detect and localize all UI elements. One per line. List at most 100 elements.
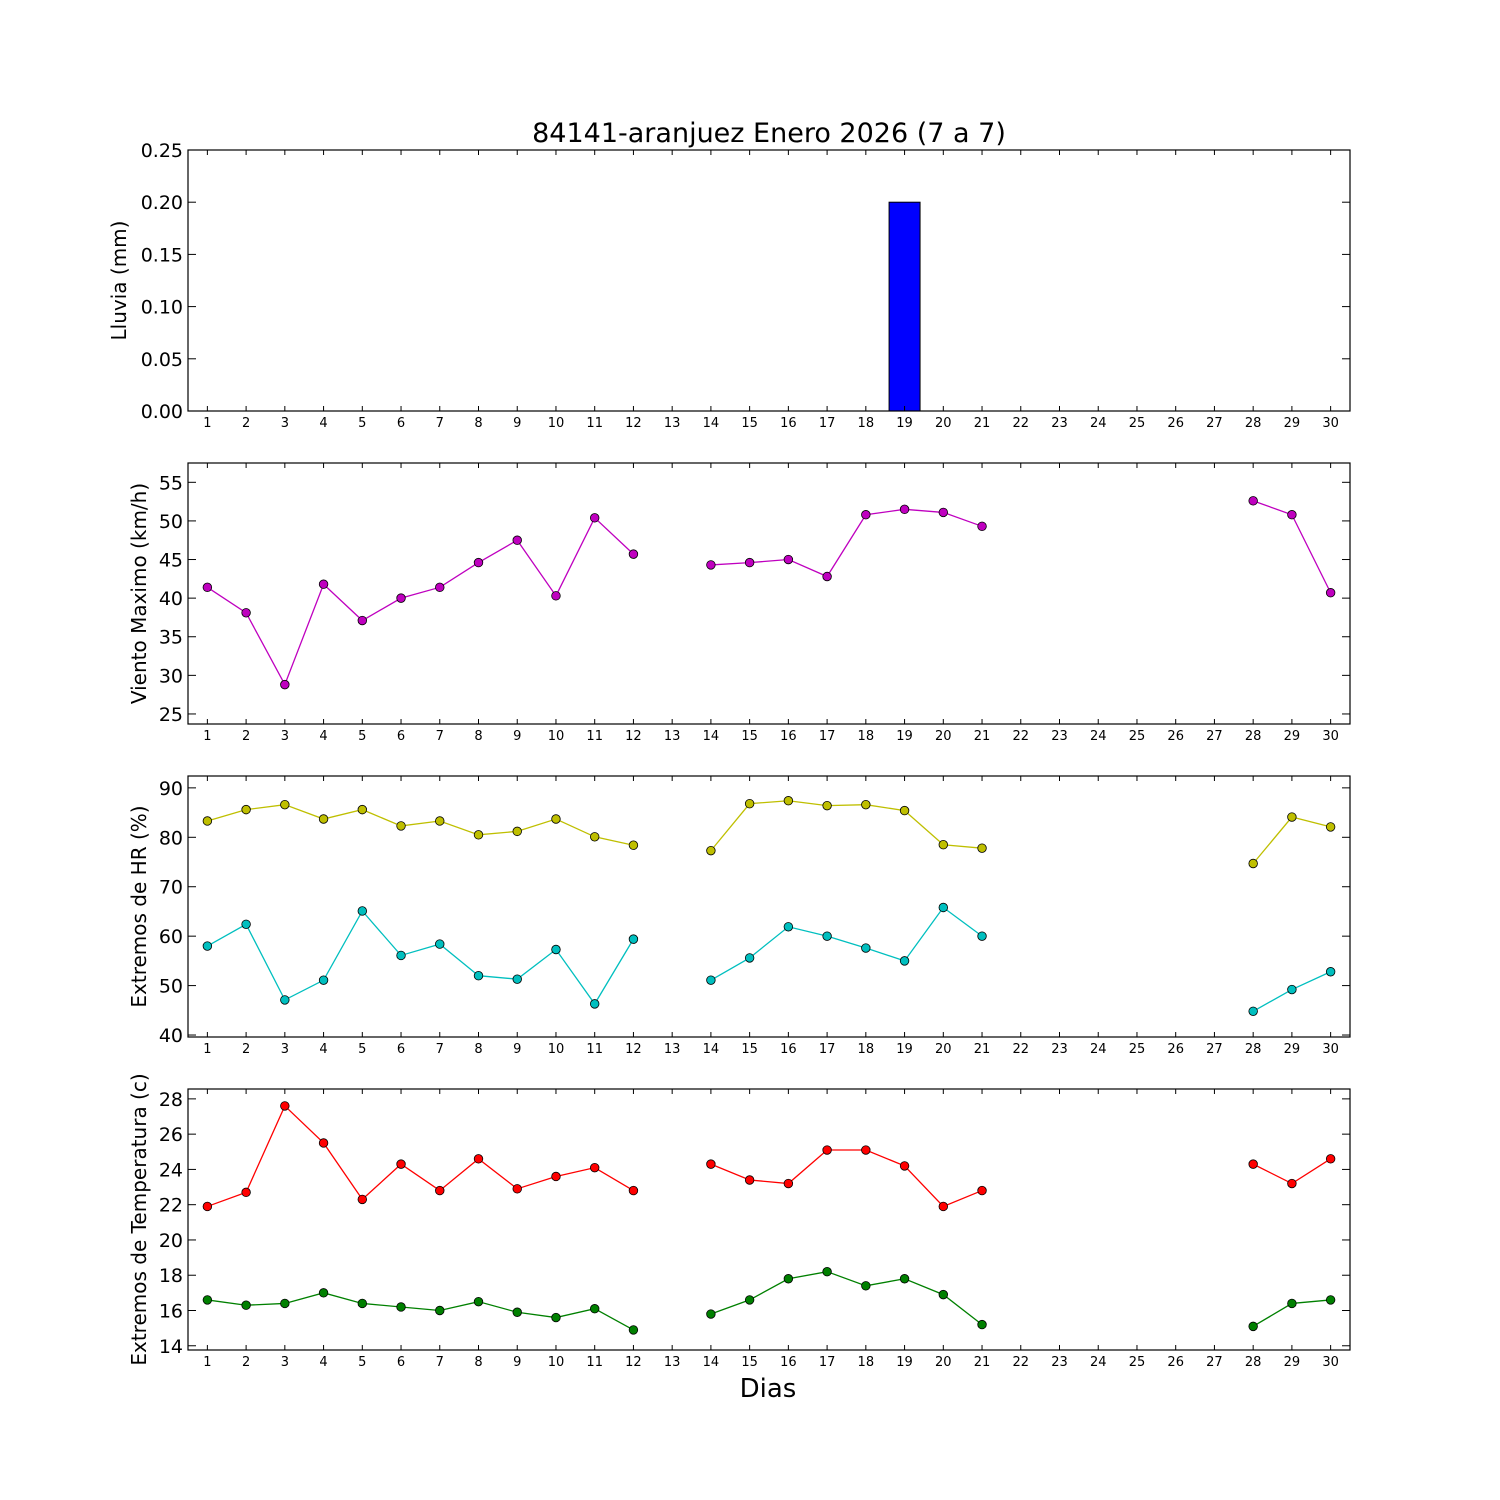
panel-2: 1 2 3 4 5 6 7 8 9 10 11 12 13 14 15 16 17 18 19 20 21 22 23 24 2… [127, 462, 1351, 744]
series-2-point-day-15 [744, 953, 755, 963]
x-tick-label: 9 [513, 416, 521, 431]
plot-frame [187, 1088, 1351, 1351]
x-tick-label: 7 [436, 416, 444, 431]
x-tick-label: 20 [935, 416, 952, 431]
series-1-point-day-30 [1325, 1154, 1336, 1164]
series-1-point-day-17 [822, 800, 832, 811]
x-tick-label: 28 [1245, 1355, 1262, 1370]
series-1-point-day-15 [744, 798, 755, 809]
x-tick-label: 18 [858, 1042, 875, 1057]
x-tick-label: 29 [1284, 1042, 1301, 1057]
x-tick-label: 20 [935, 1355, 952, 1370]
series-1-point-day-28 [1248, 1159, 1258, 1169]
series-2-line-2 [710, 1271, 983, 1326]
plot-frame [187, 149, 1351, 412]
series-1-point-day-6 [396, 821, 406, 831]
y-tick-label: 18 [159, 1265, 183, 1287]
x-tick-label: 23 [1051, 1042, 1068, 1057]
x-tick-label: 19 [896, 416, 913, 431]
series-1-point-day-2 [241, 1187, 251, 1198]
x-tick-label: 29 [1284, 729, 1301, 744]
series-1-point-day-16 [783, 554, 794, 565]
panel-3: 1 2 3 4 5 6 7 8 9 10 11 12 13 14 15 16 17 18 19 20 21 22 23 24 2… [127, 775, 1351, 1057]
y-tick-label: 30 [159, 665, 183, 687]
series-2-point-day-21 [977, 931, 987, 941]
x-tick-label: 27 [1206, 1042, 1223, 1057]
series-2-point-day-14 [706, 975, 716, 985]
x-tick-label: 5 [358, 1355, 366, 1370]
series-1-point-day-12 [628, 549, 639, 559]
series-1-line-1 [207, 804, 634, 846]
x-tick-label: 30 [1322, 1042, 1339, 1057]
series-2-point-day-3 [280, 995, 290, 1005]
x-tick-label: 1 [203, 1042, 211, 1057]
series-1-point-day-9 [512, 826, 522, 837]
x-tick-label: 29 [1284, 1355, 1301, 1370]
series-2-point-day-1 [202, 1295, 213, 1305]
x-tick-label: 26 [1167, 729, 1184, 744]
x-tick-label: 14 [703, 729, 720, 744]
series-1-point-day-8 [473, 830, 484, 840]
x-tick-label: 4 [319, 1355, 327, 1370]
series-1-point-day-16 [783, 796, 794, 806]
series-2-point-day-2 [241, 919, 251, 929]
x-tick-label: 7 [436, 729, 444, 744]
y-tick-label: 14 [159, 1336, 183, 1358]
x-tick-label: 16 [780, 1355, 797, 1370]
y-axis-label: Extremos de HR (%) [127, 805, 151, 1007]
x-tick-label: 13 [664, 729, 681, 744]
series-2-point-day-20 [938, 902, 949, 913]
series-2-line-2 [710, 906, 983, 981]
x-tick-label: 14 [703, 1042, 720, 1057]
series-1-point-day-1 [202, 816, 213, 826]
x-tick-label: 9 [513, 729, 521, 744]
y-tick-label: 25 [159, 704, 183, 726]
x-tick-label: 21 [974, 1355, 991, 1370]
series-1-point-day-20 [938, 1201, 949, 1212]
series-2-point-day-18 [861, 1281, 871, 1291]
series-1-point-day-11 [590, 1162, 600, 1173]
x-tick-label: 22 [1012, 729, 1029, 744]
series-1-point-day-19 [899, 504, 910, 515]
x-tick-label: 17 [819, 1355, 836, 1370]
x-tick-label: 16 [780, 1042, 797, 1057]
x-tick-label: 27 [1206, 416, 1223, 431]
y-tick-label: 16 [159, 1300, 183, 1322]
series-2-point-day-16 [783, 1274, 794, 1284]
x-tick-label: 5 [358, 1042, 366, 1057]
series-1-point-day-5 [357, 615, 368, 626]
series-1-line-1 [207, 1104, 634, 1208]
x-tick-label: 19 [896, 1042, 913, 1057]
y-axis-label: Extremos de Temperatura (c) [127, 1073, 151, 1365]
x-tick-label: 11 [586, 416, 603, 431]
x-tick-label: 6 [397, 416, 405, 431]
series-1-point-day-14 [706, 560, 716, 570]
x-tick-label: 8 [474, 1042, 482, 1057]
y-tick-label: 24 [159, 1159, 183, 1181]
x-tick-label: 30 [1322, 729, 1339, 744]
series-1-point-day-5 [357, 1194, 368, 1205]
x-tick-label: 18 [858, 729, 875, 744]
series-2-point-day-15 [744, 1295, 755, 1305]
series-2-point-day-16 [783, 922, 794, 932]
x-tick-label: 8 [474, 1355, 482, 1370]
series-2-point-day-4 [318, 975, 329, 985]
x-tick-label: 6 [397, 1042, 405, 1057]
x-tick-label: 19 [896, 1355, 913, 1370]
y-axis-label: Lluvia (mm) [107, 221, 131, 341]
series-1-line-2 [710, 800, 983, 852]
series-1-line-2 [710, 508, 983, 578]
series-1-point-day-7 [435, 582, 445, 593]
y-tick-label: 60 [159, 926, 183, 948]
y-tick-label: 20 [159, 1230, 183, 1252]
series-1-point-day-19 [899, 1161, 910, 1171]
series-1-point-day-21 [977, 521, 987, 532]
series-1-point-day-18 [861, 1145, 871, 1155]
series-1-point-day-17 [822, 1145, 832, 1155]
series-1-point-day-28 [1248, 496, 1258, 506]
x-tick-label: 26 [1167, 1042, 1184, 1057]
series-2-point-day-5 [357, 1298, 368, 1309]
x-tick-label: 20 [935, 1042, 952, 1057]
series-1-point-day-4 [318, 814, 329, 824]
x-tick-label: 4 [319, 416, 327, 431]
